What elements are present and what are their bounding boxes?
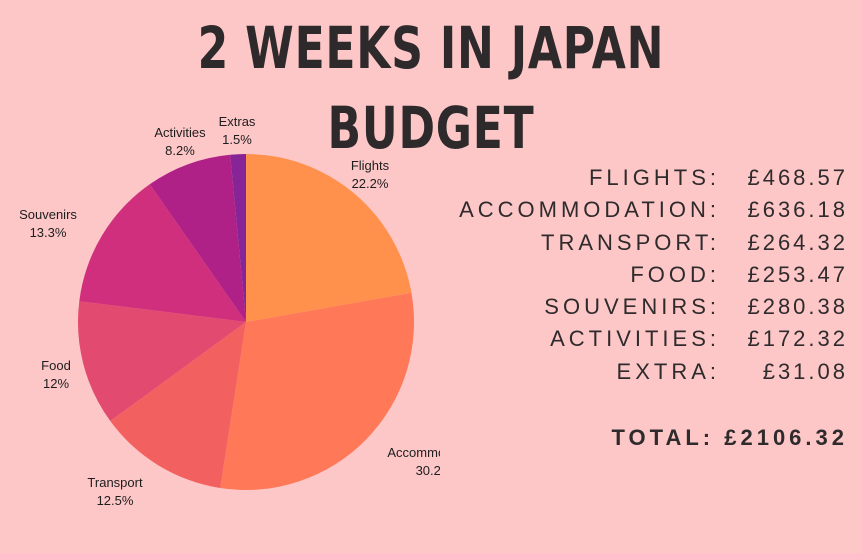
budget-label: EXTRA: xyxy=(616,358,720,384)
slice-label: Food xyxy=(41,358,71,373)
total-amount: £2106.32 xyxy=(724,425,848,451)
slice-value-label: 13.3% xyxy=(30,225,67,240)
slice-label: Activities xyxy=(154,125,206,140)
pie-slice-transport xyxy=(110,322,246,489)
slice-label: Souvenirs xyxy=(19,207,77,222)
budget-list: FLIGHTS: £468.57 ACCOMMODATION: £636.18 … xyxy=(408,162,848,454)
pie-slice-food xyxy=(77,301,246,422)
budget-total: TOTAL: £2106.32 xyxy=(408,422,848,454)
pie-chart: Flights 22.2% Accommodation 30.2% Transport 1… xyxy=(19,114,440,508)
budget-label: FLIGHTS: xyxy=(588,165,720,190)
slice-value-label: 22.2% xyxy=(352,176,389,191)
budget-amount: £636.18 xyxy=(747,197,848,223)
budget-row-food: FOOD: £253.47 xyxy=(408,259,848,291)
page-title: 2 WEEKS IN JAPAN BUDGET xyxy=(197,14,665,162)
pie-slice-activities xyxy=(149,154,246,322)
total-label: TOTAL: xyxy=(611,425,715,451)
slice-value-label: 30.2% xyxy=(416,463,440,478)
budget-label: FOOD: xyxy=(630,261,720,287)
pie-slice-flights xyxy=(246,154,412,322)
slice-label: Flights xyxy=(351,158,390,173)
budget-row-activities: ACTIVITIES: £172.32 xyxy=(408,323,848,355)
budget-amount: £31.08 xyxy=(762,358,848,384)
budget-row-accommodation: ACCOMMODATION: £636.18 xyxy=(408,194,848,226)
budget-label: ACTIVITIES: xyxy=(550,326,720,352)
budget-amount: £468.57 xyxy=(747,165,848,190)
budget-row-transport: TRANSPORT: £264.32 xyxy=(408,227,848,259)
budget-row-souvenirs: SOUVENIRS: £280.38 xyxy=(408,291,848,323)
pie-slice-souvenirs xyxy=(79,184,246,322)
pie-slice-extras xyxy=(230,154,246,322)
slice-label: Transport xyxy=(87,475,143,490)
slice-value-label: 12% xyxy=(43,376,69,391)
budget-label: TRANSPORT: xyxy=(541,229,720,255)
budget-amount: £280.38 xyxy=(747,294,848,320)
budget-amount: £264.32 xyxy=(747,229,848,255)
budget-amount: £253.47 xyxy=(747,261,848,287)
budget-row-extra: EXTRA: £31.08 xyxy=(408,356,848,388)
budget-label: ACCOMMODATION: xyxy=(459,197,720,223)
slice-value-label: 1.5% xyxy=(222,132,252,147)
pie-slice-accommodation xyxy=(220,292,415,491)
budget-label: SOUVENIRS: xyxy=(544,294,720,320)
slice-label: Extras xyxy=(219,114,256,129)
budget-amount: £172.32 xyxy=(747,326,848,352)
slice-label: Accommodation xyxy=(387,445,440,460)
budget-row-flights: FLIGHTS: £468.57 xyxy=(408,162,848,194)
slice-value-label: 8.2% xyxy=(165,143,195,158)
slice-value-label: 12.5% xyxy=(97,493,134,508)
